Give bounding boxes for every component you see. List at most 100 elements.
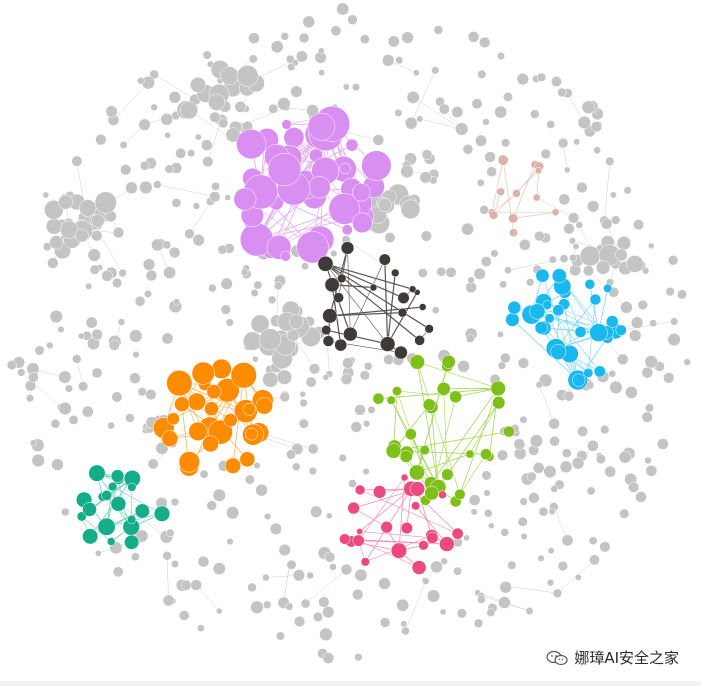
purple-cluster-node xyxy=(236,129,267,160)
graph-node xyxy=(132,351,140,359)
graph-node xyxy=(548,508,556,516)
graph-node xyxy=(483,508,493,518)
graph-node xyxy=(171,560,179,569)
green-cluster-node xyxy=(386,395,396,405)
graph-node xyxy=(535,381,543,389)
graph-node xyxy=(498,596,511,609)
graph-node xyxy=(663,372,675,384)
graph-node xyxy=(262,600,272,609)
cyan-cluster-node xyxy=(507,300,522,315)
green-cluster-node xyxy=(503,425,515,438)
orange-cluster-node xyxy=(239,451,256,468)
graph-node xyxy=(412,69,420,77)
orange-cluster-node xyxy=(178,451,200,473)
graph-node xyxy=(486,608,496,617)
graph-node xyxy=(540,148,551,160)
dark-cluster-node xyxy=(391,268,400,278)
graph-node xyxy=(137,387,147,397)
graph-node xyxy=(520,532,528,540)
graph-node xyxy=(372,134,385,146)
pink-cluster-node xyxy=(418,540,429,551)
graph-node xyxy=(623,186,632,195)
graph-edge xyxy=(359,488,412,532)
wechat-icon xyxy=(546,650,568,665)
graph-node xyxy=(125,413,135,423)
graph-edge xyxy=(512,164,536,219)
graph-node xyxy=(470,508,478,516)
graph-node xyxy=(557,560,569,572)
graph-node xyxy=(359,34,370,45)
graph-node xyxy=(538,506,549,517)
graph-node xyxy=(641,366,654,379)
pink-cluster-node xyxy=(426,531,439,544)
graph-node xyxy=(50,419,61,429)
graph-node xyxy=(247,582,257,593)
graph-node xyxy=(644,456,652,465)
graph-node xyxy=(387,35,400,48)
graph-node xyxy=(163,266,176,279)
cyan-cluster-node xyxy=(589,323,608,342)
graph-node xyxy=(293,615,306,628)
graph-node xyxy=(250,314,270,334)
graph-node xyxy=(215,607,223,615)
graph-node xyxy=(420,230,432,242)
graph-node xyxy=(573,138,581,146)
graph-node xyxy=(112,226,125,239)
graph-node xyxy=(559,460,573,474)
graph-node xyxy=(47,257,59,269)
graph-node xyxy=(199,469,209,479)
green-cluster-node xyxy=(422,398,436,412)
graph-node xyxy=(263,512,272,521)
graph-node xyxy=(262,573,270,582)
graph-node xyxy=(483,489,491,497)
brown-cluster-node xyxy=(509,228,518,238)
graph-node xyxy=(499,581,512,594)
graph-node xyxy=(593,146,601,155)
graph-node xyxy=(95,134,107,146)
graph-node xyxy=(57,325,65,333)
graph-node xyxy=(129,329,143,343)
green-cluster-node xyxy=(436,381,451,396)
graph-node xyxy=(457,360,470,373)
graph-node xyxy=(497,52,506,61)
graph-node xyxy=(561,534,574,547)
node-layer xyxy=(6,2,691,664)
graph-node xyxy=(262,371,279,388)
graph-node xyxy=(421,149,433,160)
graph-node xyxy=(305,376,317,388)
graph-node xyxy=(29,439,37,447)
cyan-cluster-node xyxy=(552,304,565,317)
purple-cluster-node xyxy=(296,231,329,264)
graph-node xyxy=(456,608,467,619)
graph-edge xyxy=(491,160,504,213)
pink-cluster-node xyxy=(354,484,366,496)
graph-node xyxy=(517,516,528,527)
graph-node xyxy=(307,443,319,455)
graph-node xyxy=(431,306,440,315)
graph-node xyxy=(561,448,572,458)
dark-cluster-node xyxy=(414,335,425,346)
graph-node xyxy=(665,287,675,297)
graph-edge xyxy=(621,321,675,331)
green-cluster-node xyxy=(404,428,417,441)
graph-node xyxy=(45,218,63,235)
graph-node xyxy=(34,345,45,356)
graph-node xyxy=(322,606,335,619)
green-cluster-node xyxy=(490,380,506,397)
graph-node xyxy=(171,198,182,208)
dark-cluster-node xyxy=(408,285,417,293)
graph-node xyxy=(151,238,164,252)
orange-cluster-node xyxy=(242,402,256,416)
graph-node xyxy=(44,200,64,220)
graph-edge xyxy=(347,247,351,335)
teal-cluster-node xyxy=(124,534,140,550)
graph-node xyxy=(252,355,259,363)
graph-node xyxy=(400,199,421,220)
graph-edge xyxy=(430,406,439,488)
cyan-cluster-node xyxy=(605,315,619,329)
graph-node xyxy=(479,205,489,215)
graph-node xyxy=(550,485,559,493)
graph-node xyxy=(350,421,362,433)
graph-node xyxy=(195,133,202,141)
